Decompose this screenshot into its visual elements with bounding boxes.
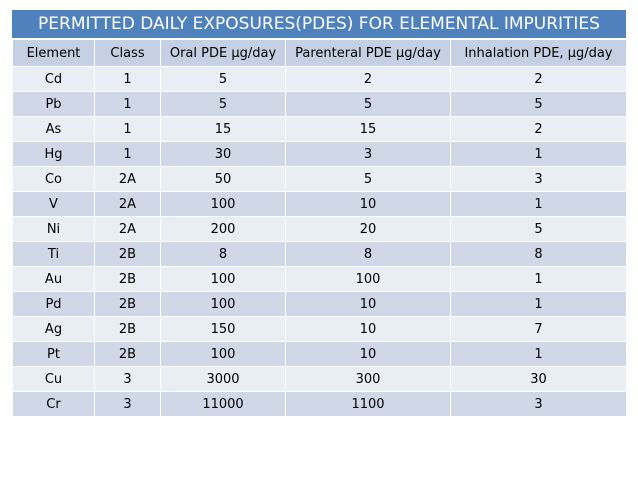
- table-cell: 30: [160, 141, 286, 167]
- table-cell: 1: [450, 341, 627, 367]
- table: Element Class Oral PDE µg/day Parenteral PD…: [12, 39, 627, 417]
- table-row: Ni 2A 200 20 5: [12, 216, 627, 242]
- table-cell: 1100: [285, 391, 451, 417]
- table-cell: 11000: [160, 391, 286, 417]
- table-cell: Ti: [12, 241, 95, 267]
- table-cell: 1: [450, 291, 627, 317]
- table-cell: 2B: [94, 266, 161, 292]
- table-row: Ag 2B 150 10 7: [12, 316, 627, 342]
- table-cell: 2A: [94, 191, 161, 217]
- table-cell: 3: [285, 141, 451, 167]
- table-cell: 2: [450, 66, 627, 92]
- table-cell: Pb: [12, 91, 95, 117]
- table-cell: 2B: [94, 341, 161, 367]
- header-cell: Oral PDE µg/day: [160, 39, 286, 67]
- table-cell: 5: [450, 91, 627, 117]
- table-row: Cd 1 5 2 2: [12, 66, 627, 92]
- table-cell: 3: [450, 391, 627, 417]
- table-cell: 2B: [94, 241, 161, 267]
- table-cell: 1: [94, 116, 161, 142]
- table-cell: 8: [160, 241, 286, 267]
- table-cell: 2A: [94, 216, 161, 242]
- table-cell: 1: [450, 266, 627, 292]
- table-cell: 100: [160, 266, 286, 292]
- table-cell: 100: [160, 291, 286, 317]
- table-cell: 5: [160, 91, 286, 117]
- header-row: Element Class Oral PDE µg/day Parenteral PD…: [12, 39, 627, 67]
- table-cell: Cr: [12, 391, 95, 417]
- table-cell: 3: [450, 166, 627, 192]
- table-cell: 3: [94, 391, 161, 417]
- header-cell: Class: [94, 39, 161, 67]
- table-row: V 2A 100 10 1: [12, 191, 627, 217]
- table-cell: 5: [160, 66, 286, 92]
- table-cell: 10: [285, 191, 451, 217]
- table-cell: Ag: [12, 316, 95, 342]
- table-cell: 20: [285, 216, 451, 242]
- table-cell: 100: [160, 341, 286, 367]
- table-cell: 200: [160, 216, 286, 242]
- table-cell: Ni: [12, 216, 95, 242]
- title: PERMITTED DAILY EXPOSURES(PDES) FOR ELEM…: [12, 10, 626, 39]
- header-cell: Parenteral PDE µg/day: [285, 39, 451, 67]
- table-cell: 5: [285, 166, 451, 192]
- table-cell: 2: [285, 66, 451, 92]
- header-cell: Element: [12, 39, 95, 67]
- table-row: Co 2A 50 5 3: [12, 166, 627, 192]
- table-cell: 5: [285, 91, 451, 117]
- table-cell: 1: [94, 91, 161, 117]
- table-cell: 3000: [160, 366, 286, 392]
- table-cell: 2: [450, 116, 627, 142]
- table-row: Cu 3 3000 300 30: [12, 366, 627, 392]
- table-row: Hg 1 30 3 1: [12, 141, 627, 167]
- table-cell: 8: [285, 241, 451, 267]
- table-cell: V: [12, 191, 95, 217]
- table-cell: Pt: [12, 341, 95, 367]
- table-cell: 2B: [94, 316, 161, 342]
- table-cell: 1: [450, 191, 627, 217]
- table-cell: 30: [450, 366, 627, 392]
- table-row: Cr 3 11000 1100 3: [12, 391, 627, 417]
- header-cell: Inhalation PDE, µg/day: [450, 39, 627, 67]
- table-cell: 150: [160, 316, 286, 342]
- table-row: Au 2B 100 100 1: [12, 266, 627, 292]
- table-cell: As: [12, 116, 95, 142]
- table-cell: 15: [160, 116, 286, 142]
- table-cell: 10: [285, 316, 451, 342]
- table-cell: 1: [450, 141, 627, 167]
- table-cell: 300: [285, 366, 451, 392]
- table-cell: 100: [285, 266, 451, 292]
- table-cell: Hg: [12, 141, 95, 167]
- table-cell: 1: [94, 141, 161, 167]
- table-cell: 50: [160, 166, 286, 192]
- table-cell: 10: [285, 291, 451, 317]
- table-cell: 2B: [94, 291, 161, 317]
- table-cell: Cd: [12, 66, 95, 92]
- table-cell: 1: [94, 66, 161, 92]
- table-cell: Co: [12, 166, 95, 192]
- table-cell: Pd: [12, 291, 95, 317]
- table-cell: Au: [12, 266, 95, 292]
- table-row: Pt 2B 100 10 1: [12, 341, 627, 367]
- table-row: As 1 15 15 2: [12, 116, 627, 142]
- slide-table: PERMITTED DAILY EXPOSURES(PDES) FOR ELEM…: [12, 10, 627, 417]
- table-row: Ti 2B 8 8 8: [12, 241, 627, 267]
- table-cell: 8: [450, 241, 627, 267]
- table-cell: 5: [450, 216, 627, 242]
- table-cell: 7: [450, 316, 627, 342]
- table-cell: 10: [285, 341, 451, 367]
- table-cell: 100: [160, 191, 286, 217]
- table-cell: 3: [94, 366, 161, 392]
- table-cell: 2A: [94, 166, 161, 192]
- table-row: Pd 2B 100 10 1: [12, 291, 627, 317]
- table-cell: Cu: [12, 366, 95, 392]
- table-row: Pb 1 5 5 5: [12, 91, 627, 117]
- table-cell: 15: [285, 116, 451, 142]
